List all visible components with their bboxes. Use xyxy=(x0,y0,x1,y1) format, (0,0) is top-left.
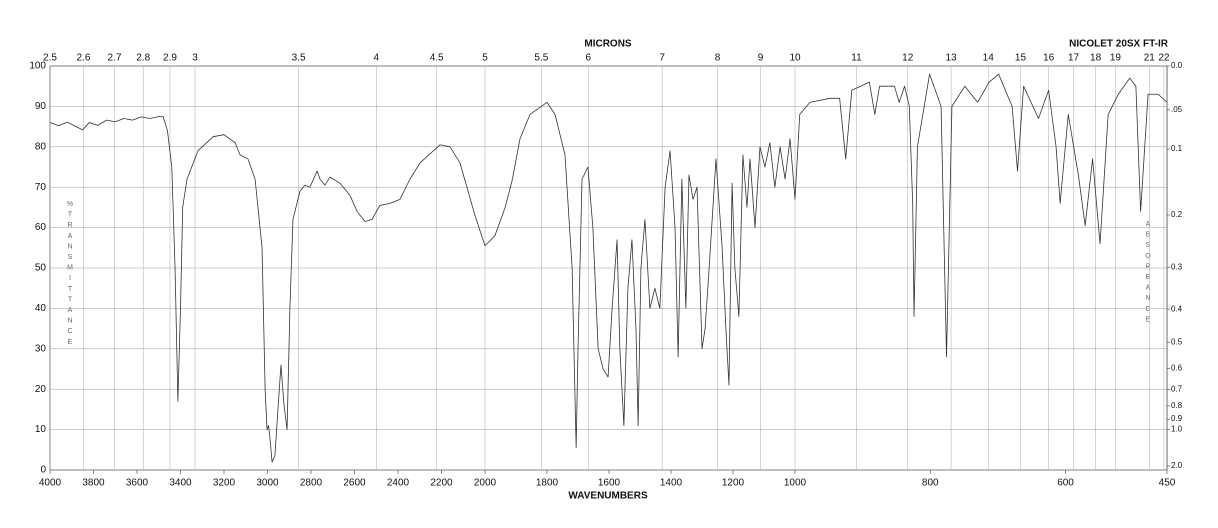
x2-tick-label: 3.5 xyxy=(292,53,306,64)
x2-axis-label: MICRONS xyxy=(584,39,632,50)
x-tick-label: 800 xyxy=(922,478,939,489)
x-tick-label: 3400 xyxy=(169,478,192,489)
x2-tick-label: 2.6 xyxy=(77,53,91,64)
x2-tick-label: 3 xyxy=(192,53,198,64)
x-tick-label: 4000 xyxy=(39,478,62,489)
y2-tick-label: 0.7 xyxy=(1171,385,1183,394)
x2-tick-label: 2.7 xyxy=(107,53,121,64)
y-axis-label: % T R A N S M I T T A N C E xyxy=(67,201,73,346)
x2-tick-label: 19 xyxy=(1110,53,1122,64)
x-tick-label: 2400 xyxy=(387,478,410,489)
x2-tick-label: 5.5 xyxy=(534,53,548,64)
x2-tick-label: 21 xyxy=(1144,53,1156,64)
x2-tick-label: 14 xyxy=(983,53,995,64)
x-tick-label: 2600 xyxy=(343,478,366,489)
y2-tick-label: 0.8 xyxy=(1171,401,1183,410)
x2-tick-label: 2.5 xyxy=(43,53,57,64)
x-tick-label: 600 xyxy=(1057,478,1074,489)
spectrum-line xyxy=(49,73,1168,463)
y2-tick-label: 0.2 xyxy=(1171,210,1183,219)
y-tick-label: 10 xyxy=(35,424,47,435)
x2-tick-label: 4.5 xyxy=(430,53,444,64)
x-tick-label: 1000 xyxy=(784,478,807,489)
x2-tick-label: 16 xyxy=(1043,53,1055,64)
y2-tick-label: 0.9 xyxy=(1171,414,1183,423)
y-tick-label: 0 xyxy=(40,465,46,476)
y-tick-label: 70 xyxy=(35,182,47,193)
x-tick-label: 1600 xyxy=(598,478,621,489)
x2-tick-label: 2.8 xyxy=(136,53,150,64)
x2-tick-label: 2.9 xyxy=(163,53,177,64)
y-tick-label: 60 xyxy=(35,222,47,233)
x2-tick-label: 4 xyxy=(373,53,379,64)
x2-tick-label: 10 xyxy=(789,53,801,64)
x2-tick-label: 13 xyxy=(946,53,958,64)
y2-tick-label: 0.3 xyxy=(1171,263,1183,272)
x-tick-label: 2800 xyxy=(300,478,323,489)
y-tick-label: 90 xyxy=(35,101,47,112)
y2-tick-label: .05 xyxy=(1171,105,1183,114)
x-tick-label: 1400 xyxy=(660,478,683,489)
y-tick-label: 50 xyxy=(35,263,47,274)
x2-tick-label: 9 xyxy=(758,53,764,64)
x2-tick-label: 18 xyxy=(1090,53,1102,64)
y-tick-label: 40 xyxy=(35,303,47,314)
x2-tick-label: 12 xyxy=(902,53,914,64)
y2-tick-label: 0.6 xyxy=(1171,364,1183,373)
chart-title: NICOLET 20SX FT-IR xyxy=(1069,39,1169,50)
x2-tick-label: 22 xyxy=(1158,53,1170,64)
y2-tick-label: 0.4 xyxy=(1171,304,1183,313)
x-tick-label: 1200 xyxy=(722,478,745,489)
x-tick-label: 2200 xyxy=(430,478,453,489)
x-tick-label: 3000 xyxy=(256,478,279,489)
y-tick-label: 30 xyxy=(35,343,47,354)
x-tick-label: 3600 xyxy=(126,478,149,489)
y-tick-label: 20 xyxy=(35,384,47,395)
x2-tick-label: 5 xyxy=(482,53,488,64)
y-tick-label: 100 xyxy=(29,61,46,72)
y2-tick-label: 0.5 xyxy=(1171,337,1183,346)
x-tick-label: 450 xyxy=(1159,478,1176,489)
y2-tick-label: 1.0 xyxy=(1171,425,1183,434)
x-tick-label: 3200 xyxy=(213,478,236,489)
x2-tick-label: 8 xyxy=(715,53,721,64)
y2-tick-label: 2.0 xyxy=(1171,461,1183,470)
y2-tick-label: 0.0 xyxy=(1171,61,1183,70)
x2-tick-label: 11 xyxy=(851,53,862,64)
x2-tick-label: 7 xyxy=(659,53,665,64)
x-tick-label: 2000 xyxy=(474,478,497,489)
y2-tick-label: 0.1 xyxy=(1171,144,1183,153)
x-tick-label: 1800 xyxy=(536,478,559,489)
x-tick-label: 3800 xyxy=(82,478,105,489)
x-axis-label: WAVENUMBERS xyxy=(568,491,648,502)
x2-tick-label: 15 xyxy=(1015,53,1027,64)
y-tick-label: 80 xyxy=(35,141,47,152)
x2-tick-label: 17 xyxy=(1068,53,1080,64)
x2-tick-label: 6 xyxy=(586,53,592,64)
